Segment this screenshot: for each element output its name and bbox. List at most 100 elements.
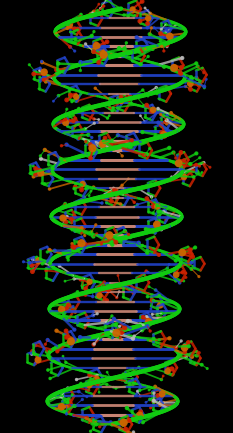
Point (161, 42, 165, 49)
Point (131, 375, 134, 382)
Point (156, 208, 160, 215)
Point (120, 97, 123, 104)
Point (188, 80, 192, 87)
Point (30, 350, 33, 357)
Point (208, 164, 212, 171)
Point (65, 106, 69, 113)
Point (189, 74, 193, 81)
Point (101, 420, 104, 427)
Point (70, 240, 74, 247)
Point (73, 26, 76, 32)
Point (80, 225, 83, 232)
Point (169, 38, 173, 45)
Point (109, 51, 113, 58)
Point (137, 364, 141, 371)
Point (152, 336, 155, 343)
Point (79, 11, 83, 18)
Point (188, 261, 192, 268)
Point (118, 280, 122, 287)
Point (154, 224, 158, 231)
Point (32, 71, 36, 78)
Point (158, 336, 161, 343)
Point (48, 246, 51, 253)
Point (65, 403, 69, 410)
Point (120, 152, 124, 159)
Point (99, 240, 103, 247)
Point (48, 375, 52, 382)
Point (150, 194, 154, 200)
Point (126, 318, 130, 325)
Point (95, 42, 98, 49)
Point (152, 24, 156, 31)
Point (54, 67, 58, 74)
Point (202, 84, 206, 91)
Point (115, 330, 118, 336)
Point (205, 365, 209, 372)
Point (79, 58, 82, 65)
Point (105, 369, 109, 376)
Point (64, 359, 68, 366)
Point (91, 312, 95, 319)
Point (63, 116, 67, 123)
Point (123, 48, 127, 55)
Point (141, 419, 145, 426)
Point (141, 10, 145, 17)
Point (82, 276, 86, 283)
Point (157, 119, 160, 126)
Point (161, 32, 164, 39)
Point (192, 174, 195, 181)
Point (154, 222, 158, 229)
Point (32, 265, 36, 272)
Point (197, 81, 200, 88)
Point (59, 404, 63, 410)
Point (152, 397, 156, 404)
Point (69, 216, 73, 223)
Point (126, 10, 130, 16)
Point (151, 209, 155, 216)
Point (98, 5, 102, 12)
Point (123, 325, 127, 332)
Point (89, 381, 93, 388)
Point (189, 86, 192, 93)
Point (138, 412, 141, 419)
Point (122, 371, 125, 378)
Point (76, 97, 79, 104)
Point (67, 396, 71, 403)
Point (124, 39, 128, 46)
Point (122, 12, 126, 19)
Point (88, 372, 92, 378)
Point (164, 21, 168, 28)
Point (110, 137, 114, 144)
Point (107, 286, 110, 293)
Point (70, 98, 74, 105)
Point (146, 20, 149, 27)
Point (191, 258, 195, 265)
Point (32, 351, 36, 358)
Point (91, 145, 94, 152)
Point (64, 219, 68, 226)
Point (92, 184, 95, 191)
Point (86, 132, 90, 139)
Point (155, 216, 158, 223)
Point (76, 288, 79, 295)
Point (67, 317, 71, 323)
Point (119, 200, 122, 207)
Point (45, 74, 49, 81)
Point (68, 43, 72, 50)
Point (98, 292, 101, 299)
Point (132, 290, 135, 297)
Point (151, 107, 155, 113)
Point (168, 335, 171, 342)
Point (182, 278, 186, 284)
Point (141, 87, 145, 94)
Point (84, 185, 88, 192)
Point (110, 241, 114, 248)
Point (172, 149, 175, 156)
Point (92, 48, 95, 55)
Point (58, 262, 61, 269)
Point (60, 142, 63, 149)
Point (140, 327, 144, 334)
Point (95, 310, 99, 317)
Point (155, 221, 159, 228)
Point (73, 402, 76, 409)
